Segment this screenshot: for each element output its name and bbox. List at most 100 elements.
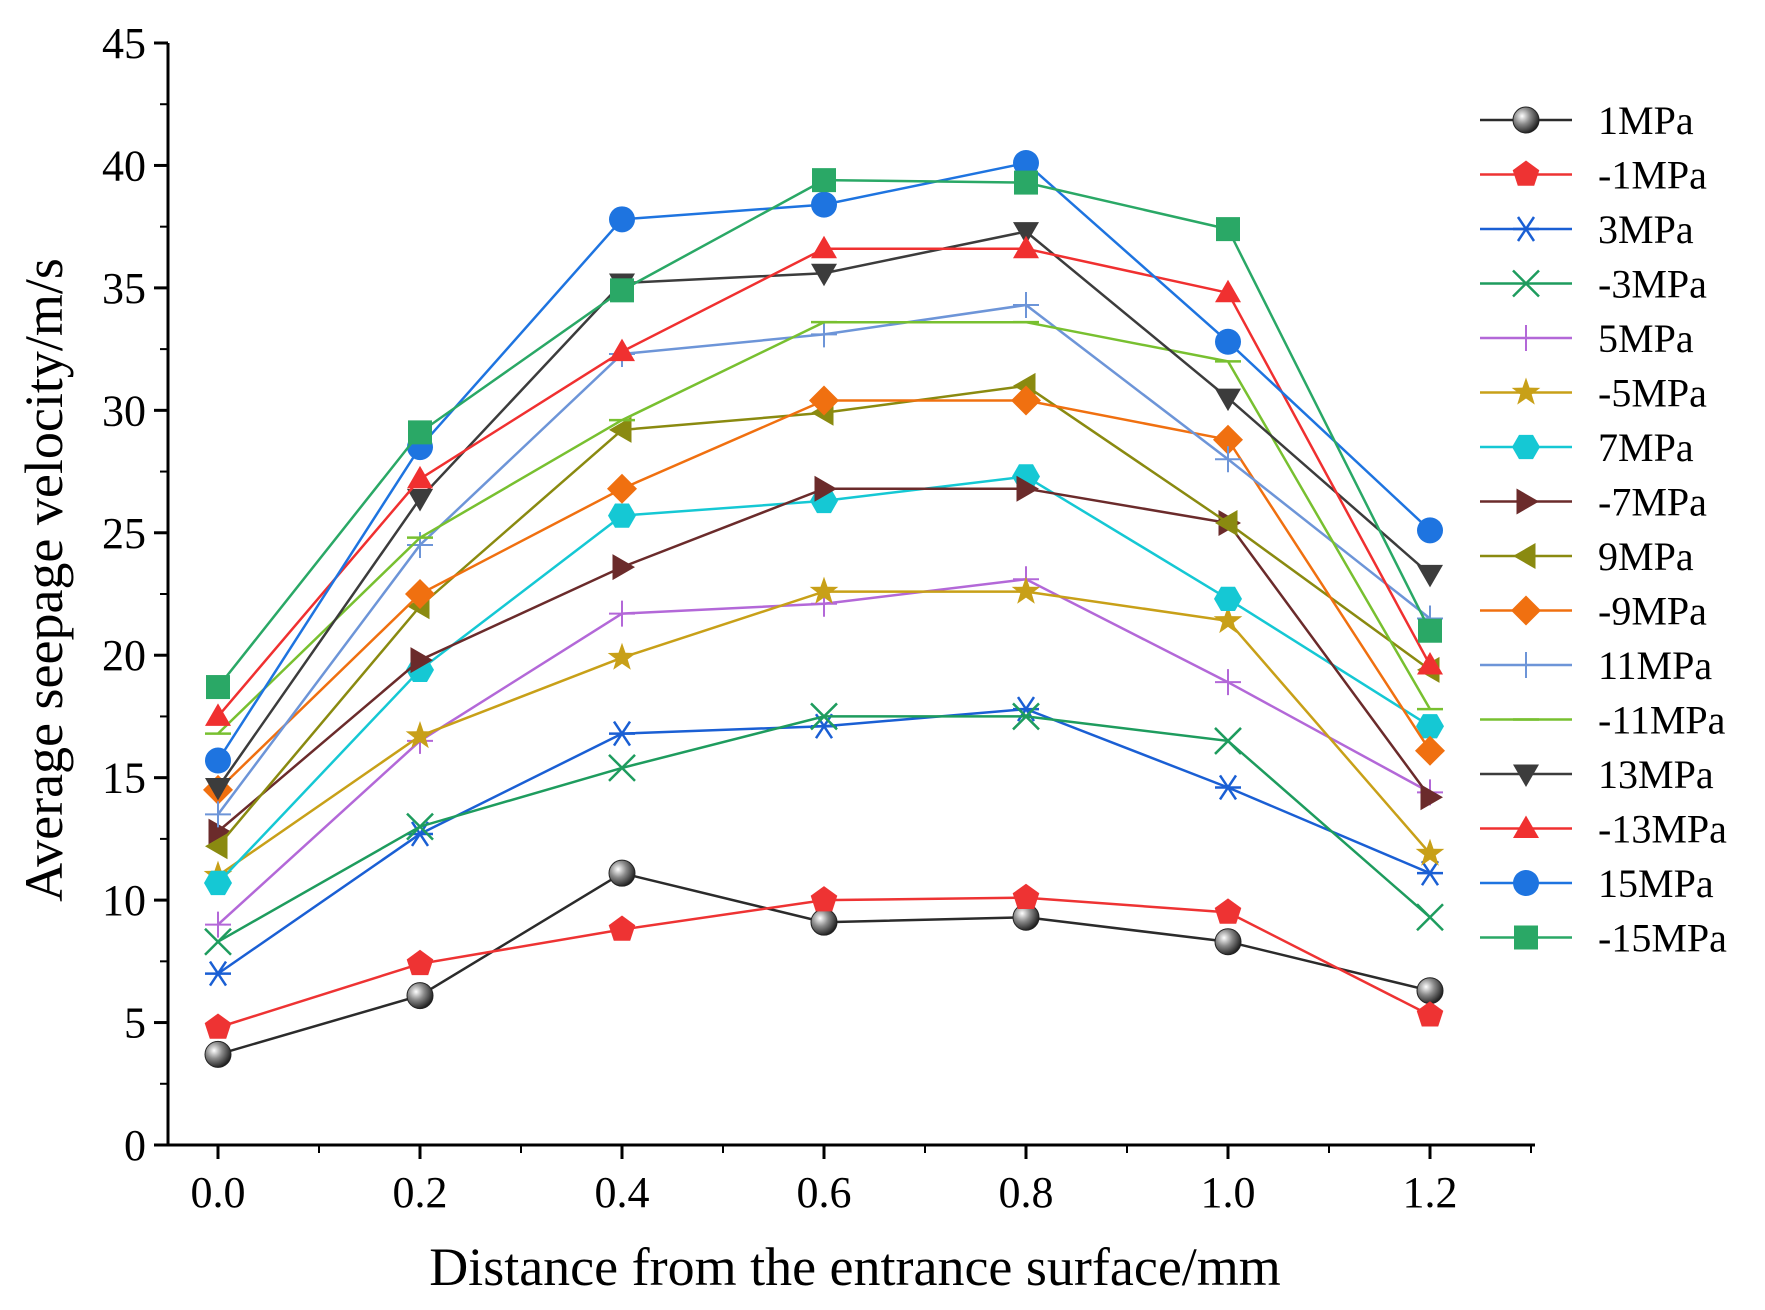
y-tick-label: 40 [102, 141, 146, 190]
series-11mpa [205, 292, 1443, 828]
data-point-15mpa [205, 747, 231, 774]
data-point-neg1mpa [204, 1013, 232, 1039]
legend-entry-9mpa: 9MPa [1480, 534, 1694, 579]
legend-marker [1512, 106, 1540, 134]
data-point-11mpa [205, 801, 231, 828]
series-neg11mpa [205, 320, 1443, 735]
x-tick-label: 0.4 [595, 1168, 650, 1217]
legend-marker [1513, 543, 1536, 569]
series-neg3mpa [204, 702, 1444, 956]
series-13mpa [205, 222, 1443, 801]
legend-label: -13MPa [1598, 807, 1727, 852]
data-point-1mpa [204, 1040, 232, 1068]
data-point-neg5mpa [1011, 576, 1041, 604]
data-point-neg3mpa [810, 702, 838, 731]
data-point-13mpa [1013, 222, 1039, 245]
data-point-neg7mpa [208, 818, 231, 845]
y-tick-label: 5 [124, 999, 146, 1048]
data-point-5mpa [205, 911, 231, 938]
data-point-neg13mpa [609, 338, 635, 362]
y-tick-label: 10 [102, 876, 146, 925]
data-point-3mpa [1215, 774, 1241, 801]
data-point-13mpa [407, 489, 433, 512]
legend-entry-1mpa: 1MPa [1480, 98, 1694, 143]
data-point-neg3mpa [608, 753, 636, 782]
data-point-5mpa [609, 600, 635, 627]
data-point-neg15mpa [610, 278, 634, 303]
data-point-neg3mpa [1012, 702, 1040, 731]
data-point-15mpa [1013, 149, 1039, 176]
legend-label: -1MPa [1598, 153, 1707, 198]
data-point-neg5mpa [1213, 605, 1243, 634]
legend-entry-neg9mpa: -9MPa [1480, 589, 1707, 634]
data-point-7mpa [1214, 586, 1242, 611]
data-point-1mpa [1416, 977, 1444, 1005]
legend-marker [1513, 325, 1539, 351]
data-point-1mpa [1214, 928, 1242, 956]
data-point-13mpa [811, 263, 837, 287]
data-point-15mpa [811, 191, 837, 218]
series-neg15mpa [206, 168, 1442, 700]
data-point-13mpa [1215, 388, 1241, 412]
data-point-15mpa [1417, 517, 1443, 544]
series-7mpa [204, 464, 1444, 896]
legend-entry-neg13mpa: -13MPa [1480, 807, 1727, 852]
legend-label: -9MPa [1598, 589, 1707, 634]
data-point-neg15mpa [1014, 170, 1038, 195]
data-point-15mpa [609, 206, 635, 233]
legend-entry-neg7mpa: -7MPa [1480, 480, 1707, 525]
legend-marker [1511, 377, 1541, 405]
data-point-neg5mpa [405, 721, 435, 749]
series-neg7mpa [208, 475, 1443, 845]
data-point-neg3mpa [1416, 903, 1444, 932]
x-tick-label: 0.8 [999, 1168, 1054, 1217]
legend-entry-7mpa: 7MPa [1480, 425, 1694, 470]
legend-entry-neg15mpa: -15MPa [1480, 916, 1727, 961]
series-1mpa [204, 859, 1444, 1068]
y-tick-label: 45 [102, 19, 146, 68]
legend-entry-13mpa: 13MPa [1480, 752, 1714, 797]
legend-label: -5MPa [1598, 371, 1707, 416]
legend-label: 7MPa [1598, 425, 1694, 470]
x-tick-label: 0.0 [191, 1168, 246, 1217]
data-point-neg9mpa [607, 473, 637, 504]
y-tick-label: 0 [124, 1121, 146, 1170]
data-point-13mpa [1417, 564, 1443, 588]
data-point-neg3mpa [406, 812, 434, 841]
data-point-neg13mpa [1417, 652, 1443, 675]
data-point-neg3mpa [204, 927, 232, 956]
data-point-13mpa [205, 778, 231, 801]
data-point-7mpa [204, 870, 232, 896]
data-point-neg13mpa [1215, 279, 1241, 303]
legend-marker [1513, 870, 1539, 896]
data-point-neg3mpa [1214, 727, 1242, 755]
series-neg1mpa [204, 883, 1444, 1039]
axes: 0 5 10 15 20 25 30 35 40 45 0.0 0.2 0.4 0.6 0.8 1.0 1.2 [102, 19, 1535, 1217]
legend-label: 3MPa [1598, 207, 1694, 252]
data-point-15mpa [1215, 328, 1241, 355]
legend-marker [1516, 488, 1539, 515]
legend-entry-11mpa: 11MPa [1480, 643, 1712, 688]
data-point-neg15mpa [408, 420, 432, 445]
series-neg13mpa [205, 235, 1443, 726]
data-point-neg7mpa [814, 475, 837, 502]
legend-label: -15MPa [1598, 916, 1727, 961]
legend-label: -11MPa [1598, 698, 1726, 743]
data-point-neg1mpa [608, 915, 636, 941]
data-point-11mpa [1013, 292, 1039, 319]
legend-entry-neg1mpa: -1MPa [1480, 153, 1707, 198]
data-point-neg13mpa [205, 703, 231, 726]
data-point-neg5mpa [1415, 838, 1445, 866]
x-tick-label: 1.2 [1403, 1168, 1458, 1217]
y-tick-label: 30 [102, 386, 146, 435]
legend-marker [1514, 925, 1538, 950]
data-point-neg7mpa [612, 554, 635, 581]
x-tick-label: 0.2 [393, 1168, 448, 1217]
y-tick-label: 25 [102, 509, 146, 558]
data-point-neg15mpa [812, 168, 836, 193]
data-point-neg7mpa [410, 647, 433, 674]
legend-marker [1511, 595, 1541, 626]
legend-marker [1512, 269, 1540, 298]
series-line-11mpa [216, 303, 1431, 816]
